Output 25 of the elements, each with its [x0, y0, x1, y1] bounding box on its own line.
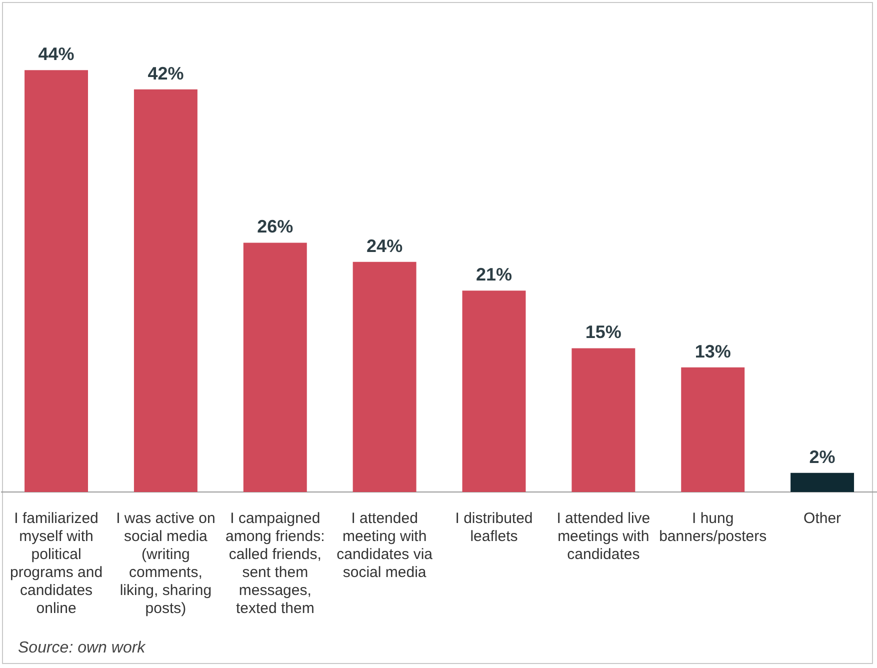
- x-tick-label: I hung banners/posters: [659, 510, 767, 546]
- data-label: 24%: [366, 236, 403, 256]
- bar: [462, 290, 526, 492]
- source-note: Source: own work: [18, 639, 146, 656]
- x-tick-label: I attended meeting with candidates via social media: [336, 510, 434, 582]
- data-label: 13%: [694, 341, 731, 362]
- bar: [681, 367, 745, 492]
- data-label: 42%: [148, 63, 184, 84]
- data-label: 26%: [257, 216, 294, 237]
- x-tick-label: I distributed leaflets: [455, 510, 533, 546]
- bar: [134, 89, 198, 492]
- data-label: 15%: [585, 322, 622, 342]
- x-tick-label: I was active on social media (writing comments, liking, sharing posts): [116, 510, 216, 618]
- data-label: 44%: [38, 44, 74, 64]
- bar: [352, 262, 416, 492]
- data-label: 2%: [809, 446, 836, 467]
- x-tick-label: I familiarized myself with political programs and candidates online: [10, 510, 103, 618]
- x-tick-label: I attended live meetings with candidates: [556, 510, 650, 564]
- bar: [243, 242, 307, 492]
- bar: [24, 70, 88, 492]
- data-label: 21%: [476, 264, 512, 285]
- x-tick-label: I campaigned among friends: called friends, sent them messages, texted them: [226, 510, 325, 618]
- x-tick-label: Other: [804, 510, 842, 528]
- bar: [790, 472, 854, 492]
- bar: [572, 348, 636, 492]
